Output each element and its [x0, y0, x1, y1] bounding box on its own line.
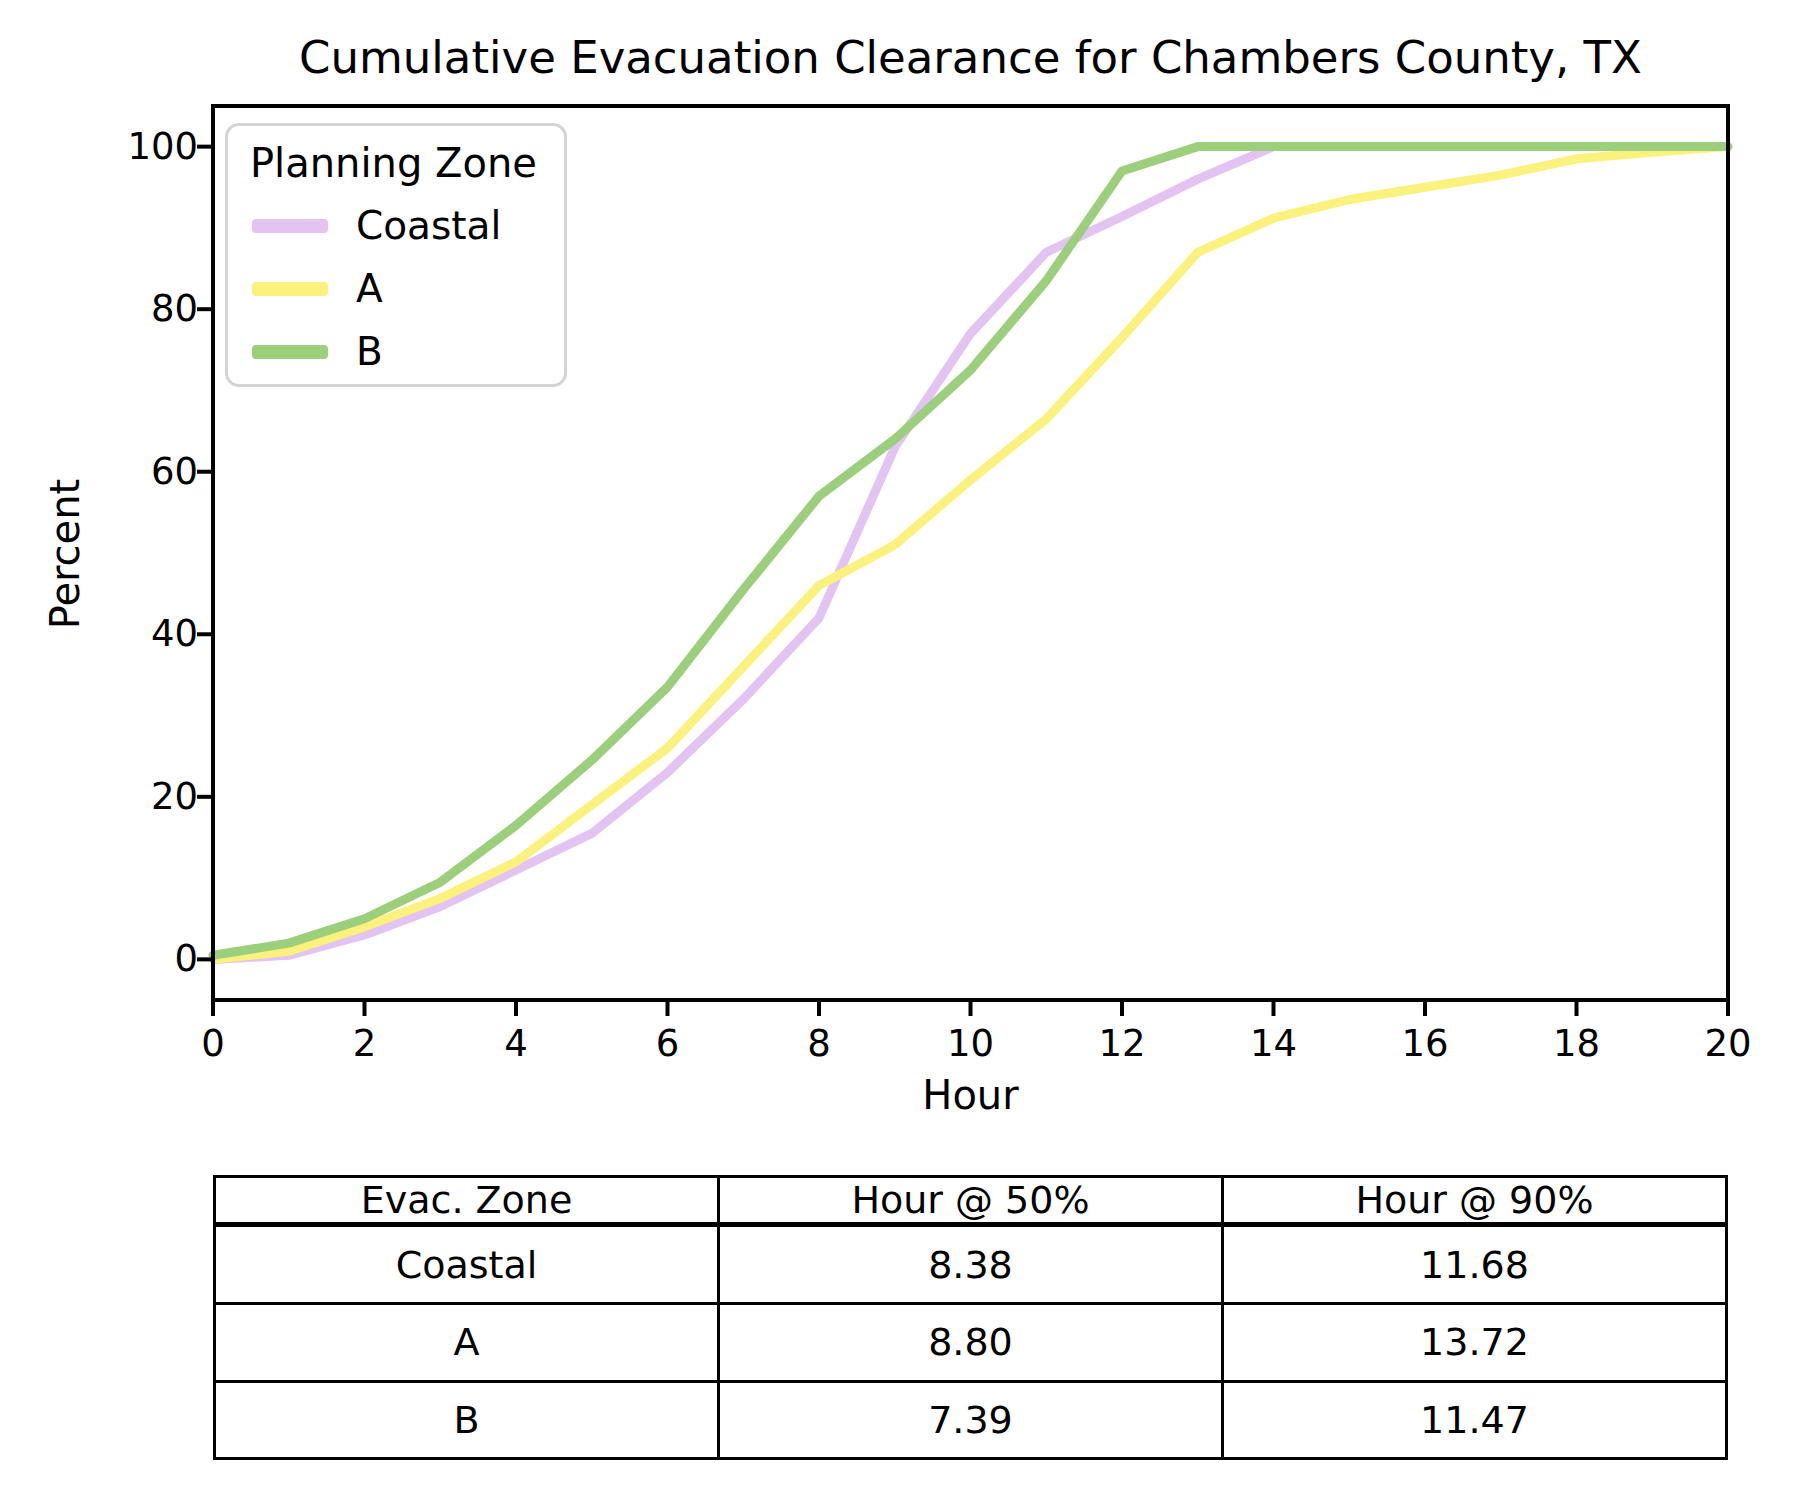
legend-swatch-icon: [252, 282, 328, 296]
x-tick-label: 20: [1668, 1022, 1788, 1066]
figure: Cumulative Evacuation Clearance for Cham…: [0, 0, 1800, 1500]
x-tick-label: 6: [608, 1022, 728, 1066]
legend-item-a: A: [228, 257, 564, 320]
x-tick-label: 16: [1365, 1022, 1485, 1066]
y-tick-label: 100: [58, 125, 198, 169]
y-tick-label: 20: [58, 775, 198, 819]
legend-swatch-icon: [252, 345, 328, 359]
table-header-cell: Hour @ 50%: [719, 1177, 1223, 1225]
x-tick-label: 8: [759, 1022, 879, 1066]
clearance-table-header: Evac. ZoneHour @ 50%Hour @ 90%: [215, 1177, 1727, 1225]
legend-items: Coastal AB: [228, 194, 564, 383]
table-header-row: Evac. ZoneHour @ 50%Hour @ 90%: [215, 1177, 1727, 1225]
x-tick-label: 12: [1062, 1022, 1182, 1066]
table-row: A8.8013.72: [215, 1304, 1727, 1381]
table-cell: 8.80: [719, 1304, 1223, 1381]
table-row: Coastal8.3811.68: [215, 1225, 1727, 1304]
table-cell: 7.39: [719, 1381, 1223, 1458]
legend-label: Coastal: [356, 203, 501, 248]
clearance-table-body: Coastal8.3811.68A8.8013.72B7.3911.47: [215, 1225, 1727, 1459]
table-header-cell: Evac. Zone: [215, 1177, 719, 1225]
table-cell: 11.47: [1223, 1381, 1727, 1458]
legend-item-b: B: [228, 320, 564, 383]
table-header-cell: Hour @ 90%: [1223, 1177, 1727, 1225]
legend: Planning Zone Coastal AB: [225, 123, 567, 387]
legend-item-coastal: Coastal: [228, 194, 564, 257]
y-axis-label: Percent: [42, 404, 88, 704]
table-cell: 11.68: [1223, 1225, 1727, 1304]
table-cell: B: [215, 1381, 719, 1458]
table-row: B7.3911.47: [215, 1381, 1727, 1458]
x-tick-label: 18: [1517, 1022, 1637, 1066]
table-cell: A: [215, 1304, 719, 1381]
x-tick-label: 0: [153, 1022, 273, 1066]
x-tick-label: 10: [911, 1022, 1031, 1066]
x-tick-label: 4: [456, 1022, 576, 1066]
legend-swatch-icon: [252, 219, 328, 233]
x-axis-label: Hour: [213, 1072, 1728, 1118]
table-cell: 8.38: [719, 1225, 1223, 1304]
table-cell: 13.72: [1223, 1304, 1727, 1381]
legend-label: A: [356, 266, 383, 311]
y-tick-label: 0: [58, 937, 198, 981]
y-tick-label: 80: [58, 287, 198, 331]
table-cell: Coastal: [215, 1225, 719, 1304]
legend-label: B: [356, 329, 383, 374]
legend-title: Planning Zone: [250, 140, 564, 186]
x-tick-label: 2: [305, 1022, 425, 1066]
clearance-table: Evac. ZoneHour @ 50%Hour @ 90% Coastal8.…: [213, 1175, 1728, 1460]
x-tick-label: 14: [1214, 1022, 1334, 1066]
